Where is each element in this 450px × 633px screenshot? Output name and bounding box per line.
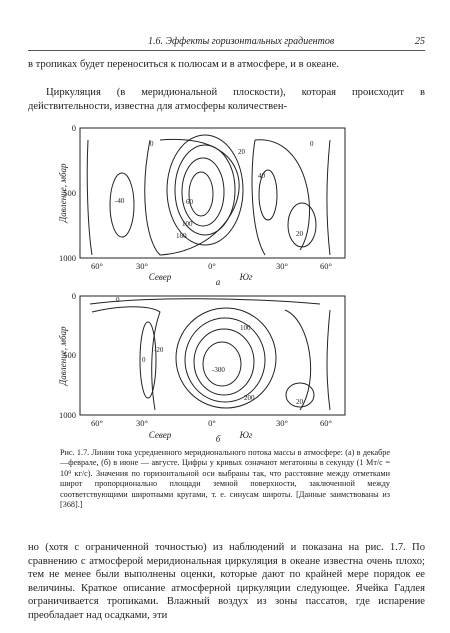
- x-tick-label: 30°: [276, 418, 288, 428]
- y-tick-label: 1000: [59, 253, 76, 263]
- x-tick-label: 30°: [136, 418, 148, 428]
- contour-label: 160: [176, 232, 187, 240]
- streamline: [109, 172, 135, 238]
- y-axis-label: Давление, мбар: [58, 326, 68, 387]
- streamline: [193, 328, 255, 396]
- panel-label: б: [216, 434, 221, 444]
- figure-b: Давление, мбар 0 500 1000 60° 30° 0° 30°…: [58, 291, 346, 444]
- header-section: 1.6. Эффекты горизонтальных градиентов: [148, 36, 335, 47]
- contour-label: 0: [142, 356, 146, 364]
- streamline: [285, 382, 315, 408]
- contour-label: 20: [296, 398, 304, 406]
- contour-label: 0: [310, 140, 314, 148]
- streamline: [174, 144, 236, 236]
- x-tick-label: 60°: [91, 261, 103, 271]
- y-tick-label: 0: [72, 123, 76, 133]
- streamline: [284, 309, 312, 411]
- streamline: [175, 307, 277, 409]
- x-tick-label: 0°: [208, 418, 216, 428]
- contour-label: 40: [258, 172, 266, 180]
- contour-label: 60: [186, 198, 194, 206]
- streamline: [251, 139, 310, 256]
- streamline: [326, 139, 331, 256]
- x-tick-label: 30°: [276, 261, 288, 271]
- north-label: Север: [149, 272, 172, 282]
- north-label: Север: [149, 430, 172, 440]
- plot-frame: [79, 295, 346, 416]
- plot-frame: [79, 127, 346, 259]
- contour-label: 0: [116, 296, 120, 304]
- paragraph: в тропиках будет переноситься к полюсам …: [28, 59, 340, 70]
- contour-label: 20: [238, 148, 246, 156]
- paragraph: но (хотя с ограниченной точностью) из на…: [28, 542, 425, 621]
- y-axis-label: Давление, мбар: [58, 163, 68, 224]
- streamline: [144, 138, 240, 256]
- streamline: [287, 202, 317, 248]
- streamline: [91, 306, 161, 411]
- x-tick-label: 60°: [320, 261, 332, 271]
- x-tick-label: 30°: [136, 261, 148, 271]
- x-tick-label: 60°: [320, 418, 332, 428]
- contour-label: 20: [296, 230, 304, 238]
- streamline: [326, 309, 331, 411]
- contour-label: -20: [154, 346, 164, 354]
- streamline: [181, 157, 225, 227]
- contour-label: 200: [244, 394, 255, 402]
- running-header: 1.6. Эффекты горизонтальных градиентов 2…: [28, 36, 425, 51]
- streamline: [184, 317, 266, 403]
- contour-label: 100: [182, 220, 193, 228]
- streamline: [188, 171, 214, 217]
- south-label: Юг: [239, 430, 253, 440]
- y-tick-label: 500: [63, 350, 76, 360]
- streamline: [86, 139, 93, 256]
- streamline: [139, 321, 157, 399]
- contour-label: -40: [115, 197, 125, 205]
- contour-label: 100: [240, 324, 251, 332]
- y-tick-label: 500: [63, 188, 76, 198]
- panel-label: а: [216, 277, 221, 287]
- contour-label: -300: [212, 366, 225, 374]
- figure-caption: Рис. 1.7. Линии тока усредненного мериди…: [60, 448, 390, 510]
- y-tick-label: 0: [72, 291, 76, 301]
- page-number: 25: [415, 36, 425, 47]
- contour-label: 0: [150, 140, 154, 148]
- streamline: [202, 341, 242, 387]
- figure-a: Давление, мбар 0 500 1000 60° 30° 0° 30°…: [58, 123, 346, 287]
- streamline: [89, 298, 321, 305]
- x-tick-label: 60°: [91, 418, 103, 428]
- streamline: [258, 169, 278, 221]
- streamline: [166, 134, 244, 246]
- south-label: Юг: [239, 272, 253, 282]
- x-tick-label: 0°: [208, 261, 216, 271]
- paragraph: Циркуляция (в меридиональной плоскости),…: [28, 87, 425, 112]
- y-tick-label: 1000: [59, 410, 76, 420]
